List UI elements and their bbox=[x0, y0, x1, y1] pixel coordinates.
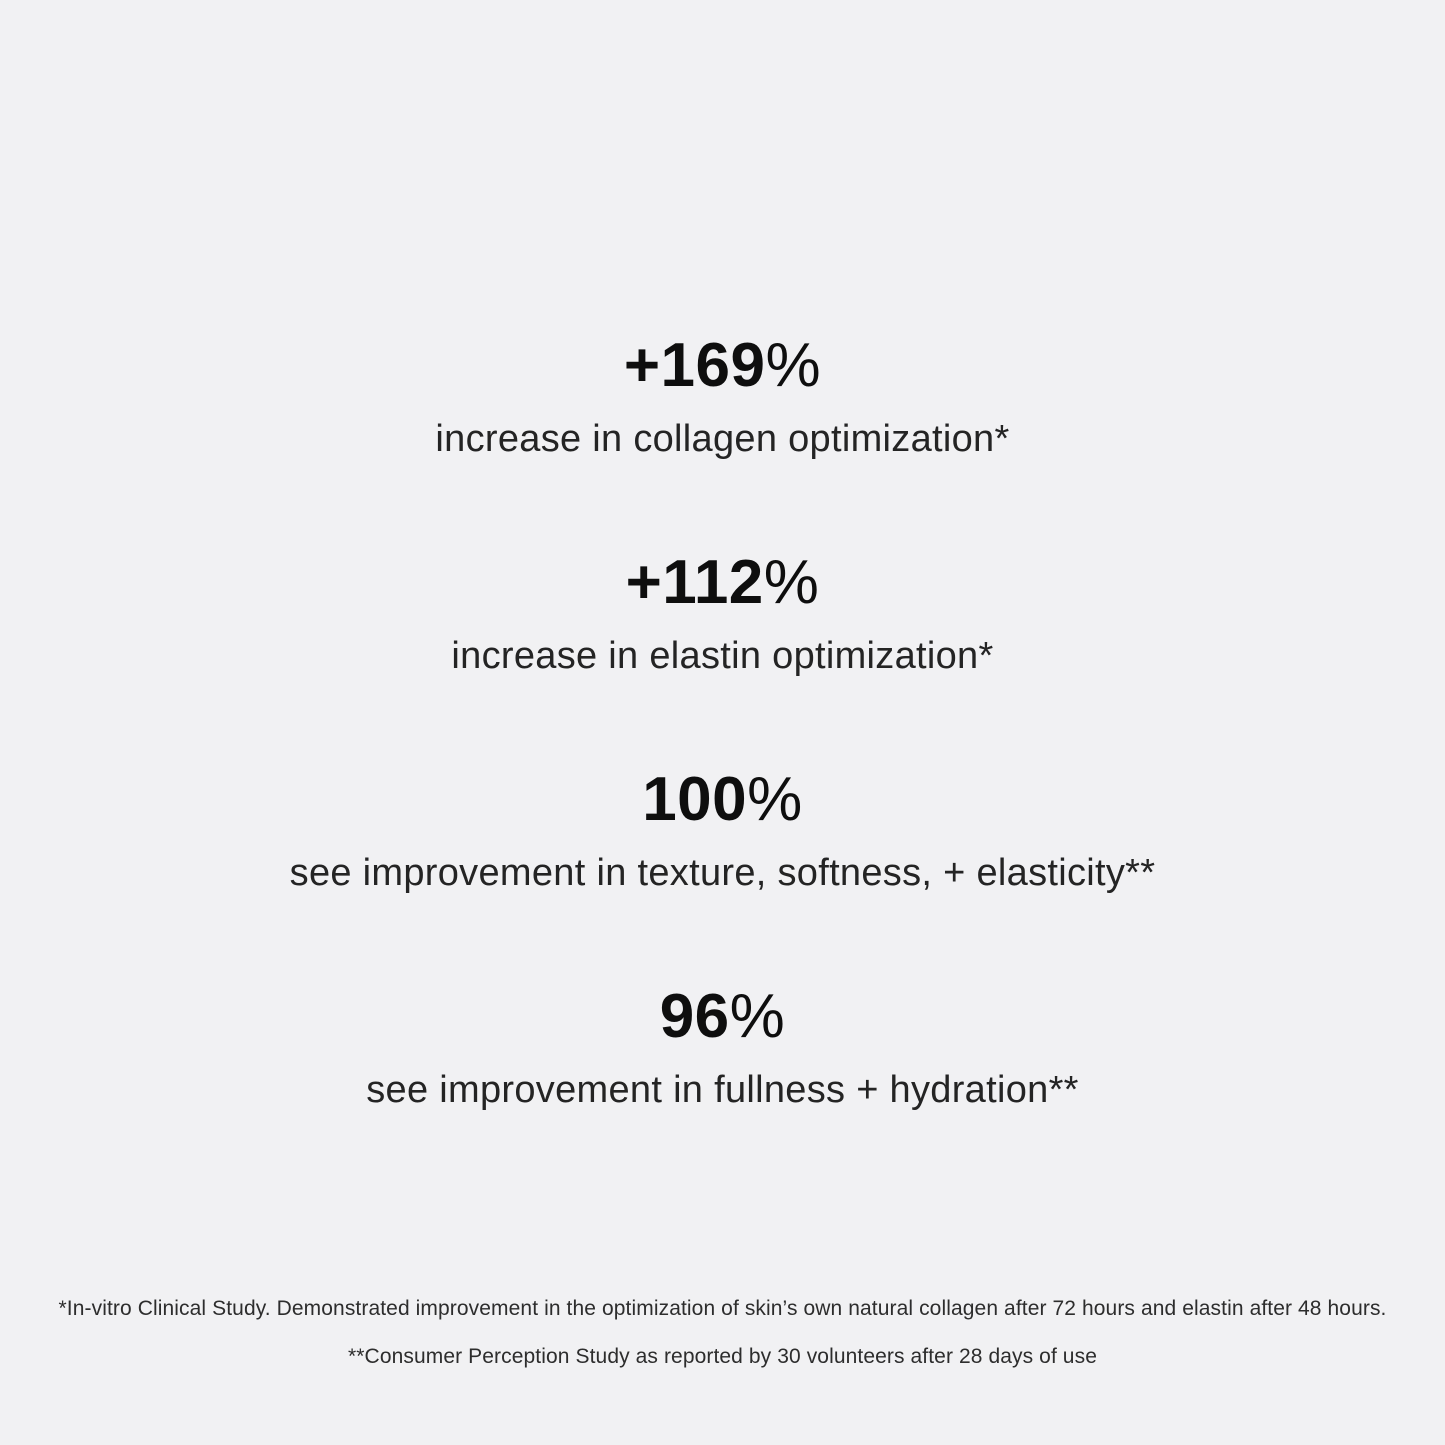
stat-elastin: +112% increase in elastin optimization* bbox=[0, 552, 1445, 677]
stat-value-text: 100 bbox=[642, 765, 748, 834]
percent-sign: % bbox=[765, 331, 822, 400]
percent-sign: % bbox=[729, 982, 786, 1051]
stat-texture-label: see improvement in texture, softness, + … bbox=[289, 852, 1156, 894]
stat-elastin-value: +112% bbox=[0, 552, 1445, 614]
stat-collagen-value: +169% bbox=[0, 335, 1445, 397]
percent-sign: % bbox=[747, 765, 803, 834]
stat-fullness-label: see improvement in fullness + hydration*… bbox=[366, 1069, 1079, 1111]
footnote-clinical-study: *In-vitro Clinical Study. Demonstrated i… bbox=[58, 1297, 1387, 1320]
stat-texture-value: 100% bbox=[0, 769, 1445, 831]
stat-value-text: +112 bbox=[625, 548, 764, 617]
stat-texture: 100% see improvement in texture, softnes… bbox=[0, 769, 1445, 894]
stat-fullness-value: 96% bbox=[0, 986, 1445, 1048]
footnote-perception-study: **Consumer Perception Study as reported … bbox=[348, 1345, 1097, 1368]
stat-value-text: +169 bbox=[623, 331, 766, 400]
stat-collagen: +169% increase in collagen optimization* bbox=[0, 335, 1445, 460]
stat-elastin-label: increase in elastin optimization* bbox=[451, 635, 994, 677]
stat-fullness: 96% see improvement in fullness + hydrat… bbox=[0, 986, 1445, 1111]
percent-sign: % bbox=[763, 548, 820, 617]
footnotes: *In-vitro Clinical Study. Demonstrated i… bbox=[0, 1296, 1445, 1369]
stat-collagen-label: increase in collagen optimization* bbox=[435, 418, 1010, 460]
statistics-list: +169% increase in collagen optimization*… bbox=[0, 335, 1445, 1111]
stat-value-text: 96 bbox=[659, 982, 730, 1051]
